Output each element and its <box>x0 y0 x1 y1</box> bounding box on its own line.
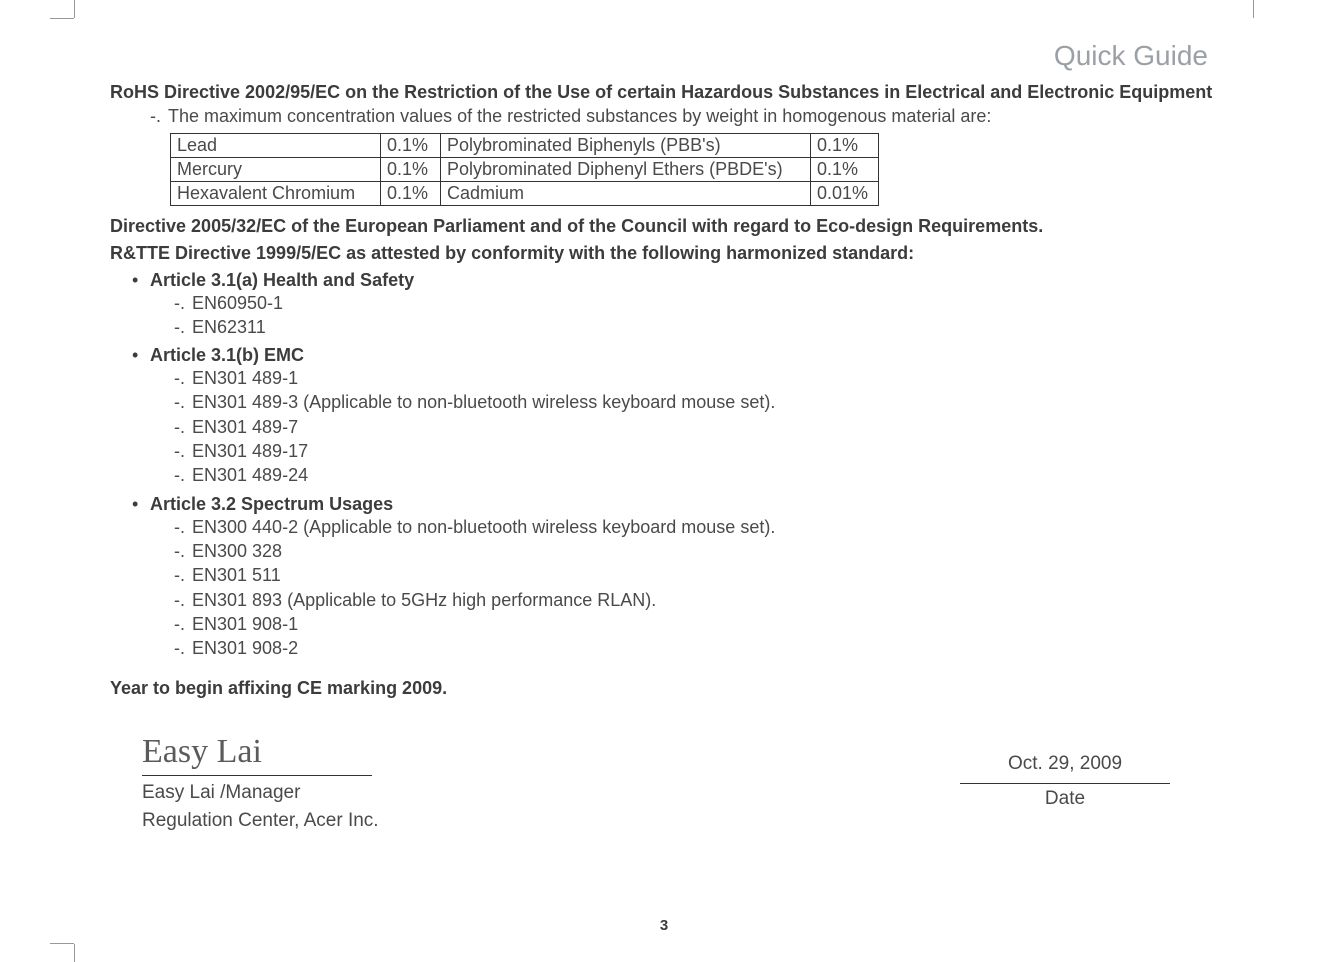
cell: 0.1% <box>811 133 879 157</box>
cell: Polybrominated Biphenyls (PBB's) <box>441 133 811 157</box>
crop-mark <box>74 0 75 18</box>
header-right: Quick Guide <box>110 40 1218 72</box>
cell: Lead <box>171 133 381 157</box>
article-title: Article 3.1(a) Health and Safety <box>150 270 414 290</box>
list-item: EN301 489-3 (Applicable to non-bluetooth… <box>174 390 1218 414</box>
crop-mark <box>74 944 75 962</box>
signature-left: Easy Lai Easy Lai /Manager Regulation Ce… <box>142 733 379 832</box>
signatory-name: Easy Lai /Manager <box>142 782 379 804</box>
list-item: EN301 511 <box>174 563 1218 587</box>
directive-eco: Directive 2005/32/EC of the European Par… <box>110 216 1218 237</box>
list-item: EN301 489-17 <box>174 439 1218 463</box>
date-label: Date <box>960 788 1170 810</box>
article-list: Article 3.1(a) Health and Safety EN60950… <box>132 270 1218 661</box>
cell: 0.1% <box>381 157 441 181</box>
list-item: EN301 489-24 <box>174 463 1218 487</box>
list-item: EN301 908-1 <box>174 612 1218 636</box>
article-31a: Article 3.1(a) Health and Safety EN60950… <box>132 270 1218 340</box>
signature-right: Oct. 29, 2009 Date <box>960 753 1170 810</box>
list-item: EN62311 <box>174 315 1218 339</box>
page-number: 3 <box>0 917 1328 934</box>
list-item: EN60950-1 <box>174 291 1218 315</box>
article-32: Article 3.2 Spectrum Usages EN300 440-2 … <box>132 494 1218 661</box>
list-item: EN301 489-1 <box>174 366 1218 390</box>
list-item: EN300 328 <box>174 539 1218 563</box>
table-row: Mercury 0.1% Polybrominated Diphenyl Eth… <box>171 157 879 181</box>
cell: 0.01% <box>811 181 879 205</box>
cell: 0.1% <box>811 157 879 181</box>
list-item: EN300 440-2 (Applicable to non-bluetooth… <box>174 515 1218 539</box>
cell: Hexavalent Chromium <box>171 181 381 205</box>
signature-block: Easy Lai Easy Lai /Manager Regulation Ce… <box>110 733 1218 843</box>
rohs-title: RoHS Directive 2002/95/EC on the Restric… <box>110 80 1218 104</box>
cell: Polybrominated Diphenyl Ethers (PBDE's) <box>441 157 811 181</box>
year-ce: Year to begin affixing CE marking 2009. <box>110 678 1218 699</box>
crop-mark <box>50 18 74 19</box>
cell: Cadmium <box>441 181 811 205</box>
table-row: Hexavalent Chromium 0.1% Cadmium 0.01% <box>171 181 879 205</box>
crop-mark <box>1253 0 1254 18</box>
page-content: Quick Guide RoHS Directive 2002/95/EC on… <box>110 40 1218 843</box>
signature-handwriting: Easy Lai <box>142 733 379 773</box>
list-item: EN301 908-2 <box>174 636 1218 660</box>
cell: 0.1% <box>381 181 441 205</box>
signature-date: Oct. 29, 2009 <box>960 753 1170 777</box>
list-item: EN301 893 (Applicable to 5GHz high perfo… <box>174 588 1218 612</box>
article-31b: Article 3.1(b) EMC EN301 489-1 EN301 489… <box>132 345 1218 487</box>
cell: Mercury <box>171 157 381 181</box>
article-title: Article 3.2 Spectrum Usages <box>150 494 393 514</box>
max-concentration-table: Lead 0.1% Polybrominated Biphenyls (PBB'… <box>170 133 879 206</box>
cell: 0.1% <box>381 133 441 157</box>
table-row: Lead 0.1% Polybrominated Biphenyls (PBB'… <box>171 133 879 157</box>
signatory-org: Regulation Center, Acer Inc. <box>142 810 379 832</box>
signature-line <box>142 775 372 776</box>
rohs-sub: The maximum concentration values of the … <box>150 104 1218 128</box>
directive-rtte: R&TTE Directive 1999/5/EC as attested by… <box>110 243 1218 264</box>
date-line <box>960 783 1170 784</box>
article-title: Article 3.1(b) EMC <box>150 345 304 365</box>
crop-mark <box>50 943 74 944</box>
list-item: EN301 489-7 <box>174 415 1218 439</box>
